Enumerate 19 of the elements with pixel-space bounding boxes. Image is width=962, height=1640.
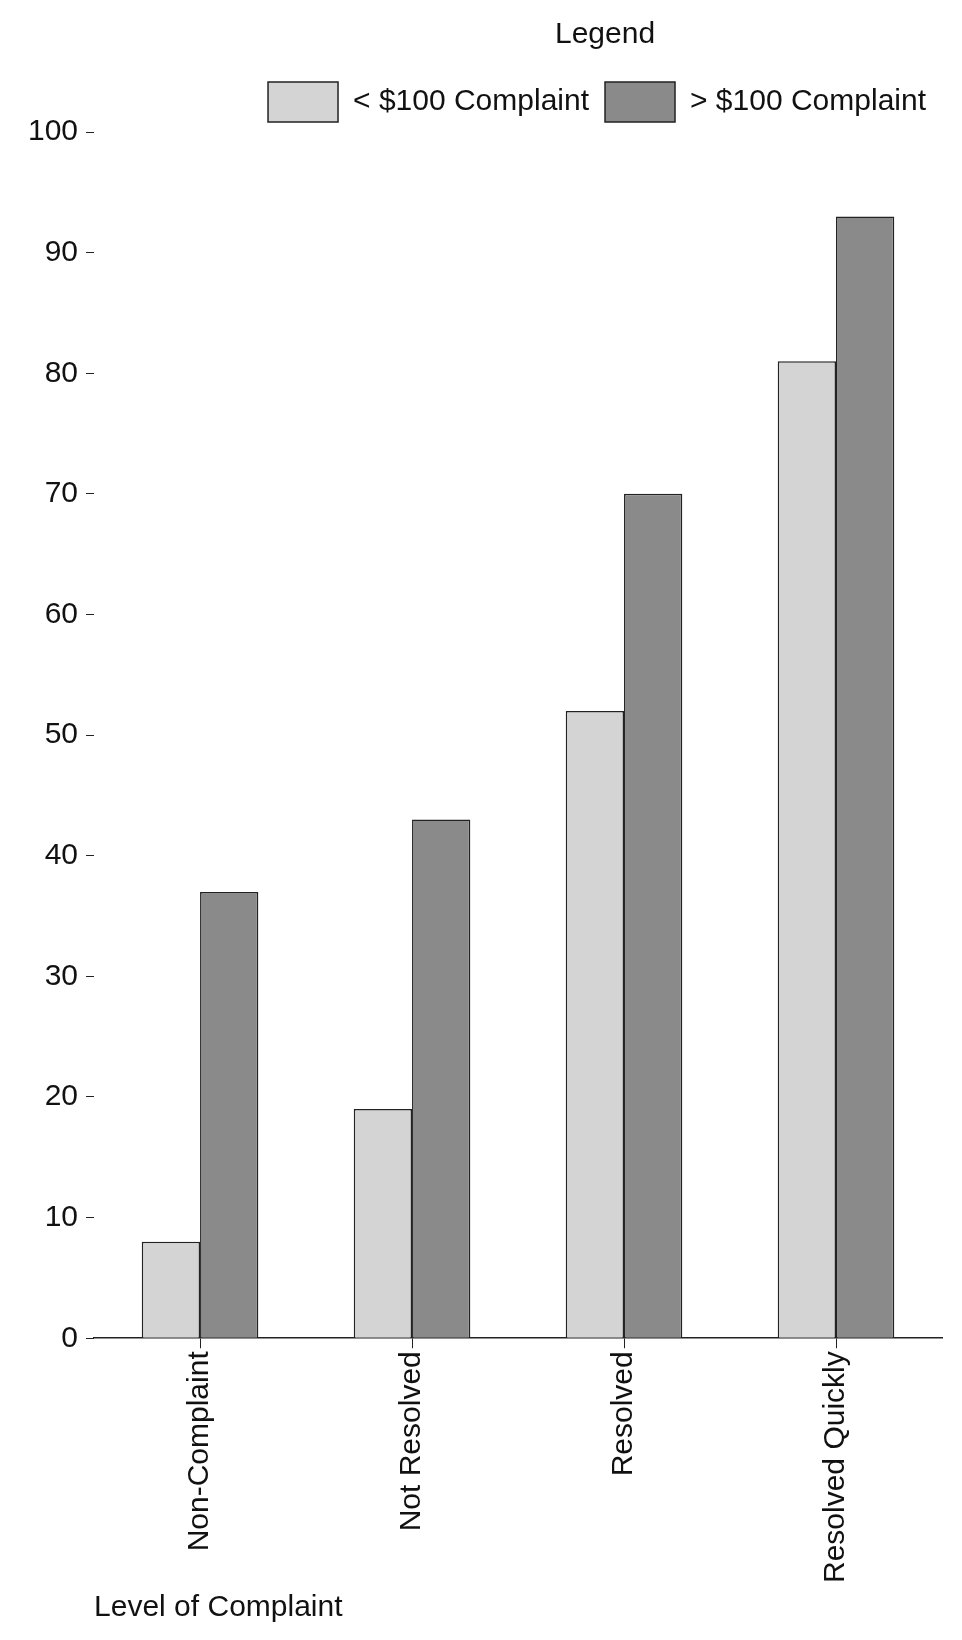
legend-title: Legend	[554, 16, 656, 50]
y-tick-label: 0	[61, 1319, 79, 1353]
y-tick-label: 10	[44, 1198, 79, 1232]
legend-label: < $100 Complaint	[353, 83, 590, 117]
y-tick-label: 90	[44, 233, 79, 267]
y-tick-label: 40	[44, 837, 79, 871]
y-tick-label: 60	[44, 595, 79, 629]
x-tick-label: Resolved	[605, 1351, 639, 1477]
x-tick-label: Not Resolved	[393, 1351, 427, 1532]
y-tick-label: 100	[27, 113, 79, 147]
legend-label: > $100 Complaint	[690, 83, 927, 117]
y-tick-label: 50	[44, 716, 79, 750]
x-axis-title: Level of Complaint	[94, 1589, 344, 1623]
y-tick-label: 80	[44, 354, 79, 388]
x-tick-label: Resolved Quickly	[817, 1351, 851, 1584]
x-tick-label: Non-Complaint	[181, 1350, 215, 1552]
y-tick-label: 70	[44, 475, 79, 509]
y-tick-label: 20	[44, 1078, 79, 1112]
y-tick-label: 30	[44, 957, 79, 991]
